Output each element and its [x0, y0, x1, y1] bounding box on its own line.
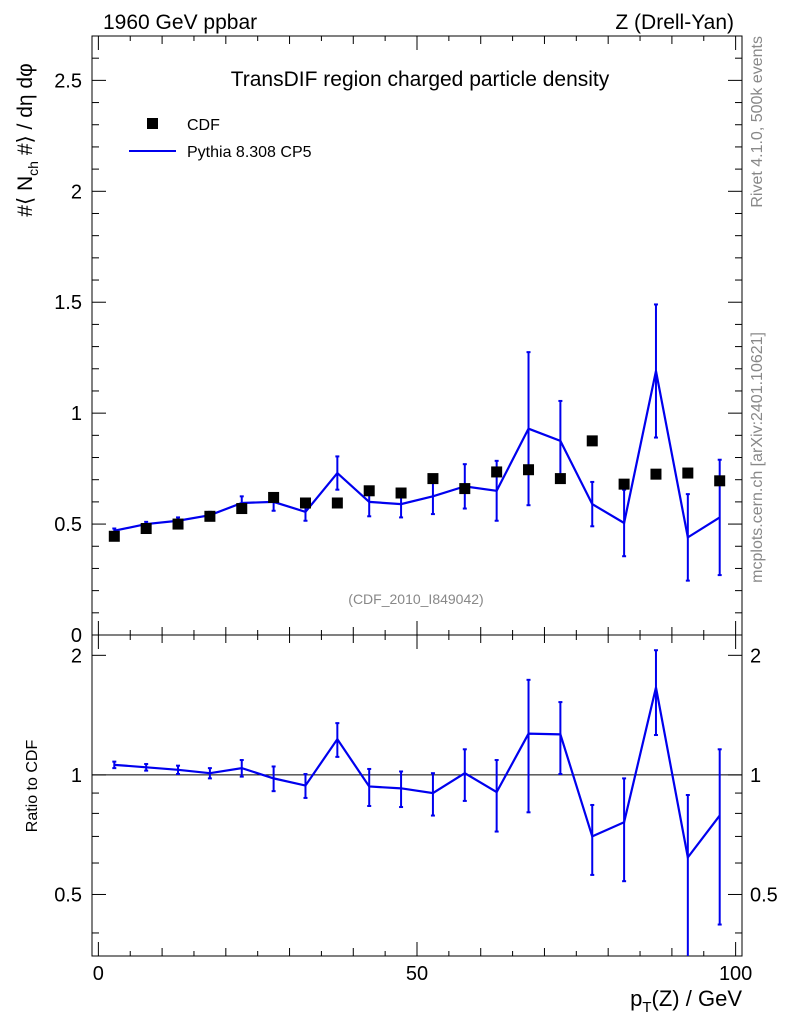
cdf-marker [554, 473, 566, 485]
y-axis-label: #⟨ Nch #⟩ / dη dφ [14, 63, 41, 216]
cdf-marker [618, 478, 630, 490]
rivet-label: Rivet 4.1.0, 500k events [749, 36, 766, 208]
legend-marker-cdf [147, 118, 158, 129]
ratio-panel: 0 50 100 0.5 0.5 1 1 2 2 [54, 634, 778, 985]
cdf-marker [714, 475, 726, 487]
y-tick-label: 2.5 [54, 70, 82, 92]
legend-label-cdf: CDF [187, 117, 220, 134]
ratio-tick-label-right: 2 [750, 645, 761, 667]
x-tick-label: 0 [93, 963, 104, 985]
legend: CDF Pythia 8.308 CP5 [129, 117, 312, 161]
chart-title: TransDIF region charged particle density [231, 68, 610, 91]
cdf-marker [268, 491, 280, 503]
cdf-marker [204, 510, 216, 522]
analysis-watermark: (CDF_2010_I849042) [348, 591, 483, 607]
cdf-marker [650, 468, 662, 480]
ratio-tick-label-left: 0.5 [54, 884, 82, 906]
cdf-marker [395, 487, 407, 499]
cdf-marker [491, 466, 503, 478]
y-tick-label: 0.5 [54, 514, 82, 536]
x-axis-label: pT(Z) / GeV [630, 986, 742, 1016]
ratio-tick-label-left: 2 [71, 645, 82, 667]
ratio-y-axis-label: Ratio to CDF [24, 740, 41, 833]
cdf-marker [172, 518, 184, 530]
cdf-marker [331, 497, 343, 509]
cdf-marker [427, 473, 439, 485]
y-tick-label: 2 [71, 181, 82, 203]
y-tick-label: 1 [71, 403, 82, 425]
ratio-tick-label-right: 1 [750, 765, 761, 787]
cdf-marker [586, 435, 598, 447]
y-tick-label: 0 [71, 625, 82, 647]
cdf-marker [299, 497, 311, 509]
ratio-tick-label-left: 1 [71, 765, 82, 787]
mcplots-label: mcplots.cern.ch [arXiv:2401.10621] [749, 332, 766, 583]
header-left: 1960 GeV ppbar [103, 11, 257, 34]
legend-label-pythia: Pythia 8.308 CP5 [187, 144, 312, 161]
ratio-line [114, 687, 721, 860]
cdf-marker [459, 483, 471, 495]
cdf-marker [108, 530, 120, 542]
y-tick-label: 1.5 [54, 292, 82, 314]
ratio-frame [91, 634, 743, 957]
cdf-marker [236, 503, 248, 515]
header-right: Z (Drell-Yan) [615, 11, 734, 34]
x-tick-label: 50 [406, 963, 428, 985]
cdf-marker [523, 464, 535, 476]
main-panel: 0 0.5 1 1.5 2 2.5 [54, 35, 743, 647]
cdf-marker [140, 523, 152, 535]
ratio-tick-label-right: 0.5 [750, 884, 778, 906]
x-tick-label: 100 [719, 963, 752, 985]
cdf-marker [682, 467, 694, 479]
cdf-marker [363, 485, 375, 497]
